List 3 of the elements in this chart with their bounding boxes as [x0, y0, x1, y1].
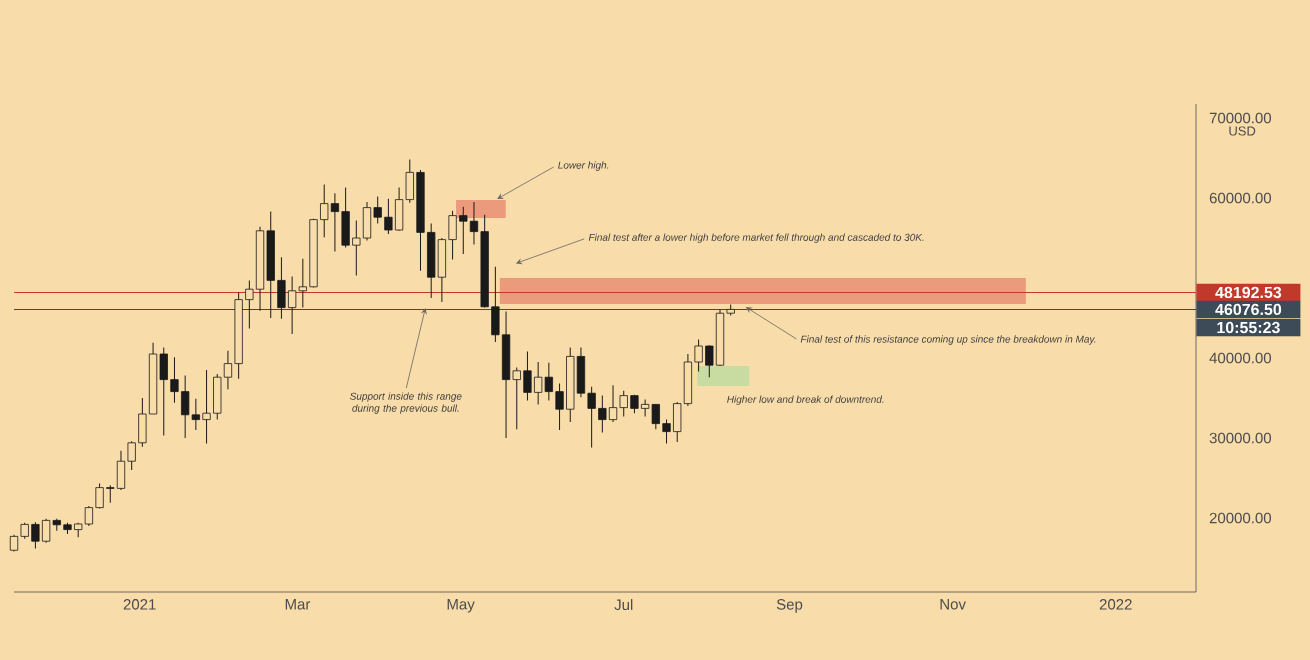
ref-line-label: 46076.50 — [1215, 303, 1282, 316]
text: 10:55:23 — [1217, 321, 1280, 334]
ref-line-label: 48192.53 — [1215, 286, 1282, 299]
